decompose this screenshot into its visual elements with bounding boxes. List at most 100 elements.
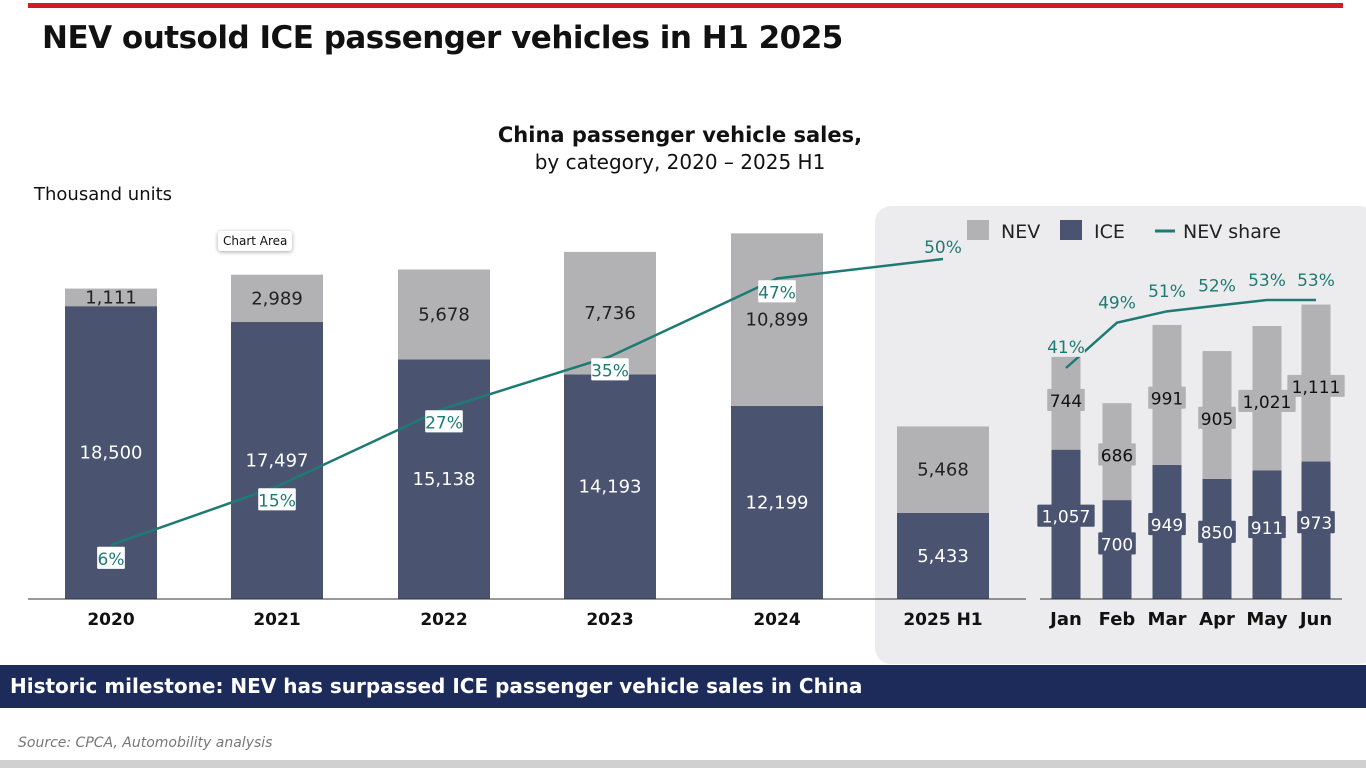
share-label-2022: 27%: [425, 413, 463, 433]
share-label-2021-bg: [258, 488, 296, 511]
month-share-label-Feb: 49%: [1098, 293, 1136, 313]
month-nev-label-Jun-bg: [1287, 374, 1345, 397]
legend-label-ice: ICE: [1094, 221, 1125, 243]
month-share-label-Jun: 53%: [1297, 271, 1335, 291]
bar-ice-2025 H1: [897, 512, 989, 599]
chart-subtitle: by category, 2020 – 2025 H1: [534, 150, 826, 174]
month-share-label-Jun-bg: [1297, 267, 1335, 290]
bar-nev-label-2020: 1,111: [85, 287, 137, 308]
x-tick-2021: 2021: [253, 610, 300, 630]
month-share-label-Jan-bg: [1047, 334, 1085, 357]
share-label-2022-bg: [425, 410, 463, 433]
month-nev-label-Jan-bg: [1047, 388, 1085, 411]
bar-nev-2023: [564, 251, 656, 375]
month-share-label-Feb-bg: [1098, 290, 1136, 313]
banner-text: Historic milestone: NEV has surpassed IC…: [10, 674, 863, 698]
month-share-label-May: 53%: [1248, 271, 1286, 291]
legend-swatch-ice: [1060, 220, 1082, 240]
milestone-banner: Historic milestone: NEV has surpassed IC…: [0, 665, 1366, 708]
month-nev-label-Jan: 744: [1050, 392, 1082, 412]
share-label-2025 H1-bg: [924, 234, 962, 257]
month-ice-label-Mar: 949: [1151, 516, 1183, 536]
month-nev-label-May: 1,021: [1243, 393, 1292, 413]
month-ice-label-Jun: 973: [1300, 514, 1332, 534]
accent-rule: [28, 3, 1343, 8]
x-tick-2020: 2020: [87, 610, 134, 630]
bar-nev-2024: [731, 233, 823, 406]
month-ice-label-May-bg: [1248, 515, 1286, 539]
legend-label-nev: NEV: [1001, 221, 1040, 243]
bar-ice-2024: [731, 405, 823, 599]
month-ice-label-Mar-bg: [1148, 513, 1186, 536]
x-tick-2024: 2024: [753, 610, 800, 630]
x-tick-2022: 2022: [420, 610, 467, 630]
bar-nev-label-2021: 2,989: [251, 288, 303, 309]
month-nev-label-Mar: 991: [1151, 390, 1183, 410]
bar-nev-label-2022: 5,678: [418, 304, 470, 325]
bar-nev-2020: [65, 288, 157, 307]
nev-share-line-annual: [110, 257, 944, 547]
month-share-label-Mar-bg: [1148, 279, 1186, 302]
share-label-2024: 47%: [758, 283, 796, 303]
bar-ice-2023: [564, 374, 656, 599]
source-note: Source: CPCA, Automobility analysis: [18, 735, 273, 751]
legend-swatch-nev: [967, 220, 989, 240]
bar-ice-label-2024: 12,199: [746, 492, 809, 513]
month-ice-label-May: 911: [1251, 519, 1283, 539]
bar-ice-label-2025 H1: 5,433: [917, 546, 969, 567]
month-nev-label-Apr-bg: [1198, 406, 1236, 429]
month-nev-label-Jun: 1,111: [1292, 378, 1341, 398]
x-tick-May: May: [1246, 609, 1288, 630]
month-nev-label-Feb: 686: [1101, 446, 1133, 466]
bar-ice-label-2021: 17,497: [246, 451, 309, 472]
month-share-label-Apr: 52%: [1198, 276, 1236, 296]
x-tick-Jan: Jan: [1048, 609, 1082, 630]
share-label-2024-bg: [758, 280, 796, 303]
month-nev-label-Feb-bg: [1098, 443, 1136, 466]
month-ice-label-Feb-bg: [1098, 532, 1136, 555]
nev-share-line-monthly: [1065, 298, 1316, 369]
month-nev-label-May-bg: [1238, 389, 1296, 413]
month-ice-label-Jan: 1,057: [1042, 508, 1091, 528]
month-share-label-May-bg: [1248, 267, 1286, 290]
share-label-2020: 6%: [98, 550, 125, 570]
month-ice-label-Jun-bg: [1297, 511, 1335, 534]
x-tick-2025 H1: 2025 H1: [903, 610, 982, 630]
x-tick-Mar: Mar: [1148, 609, 1187, 630]
x-tick-2023: 2023: [586, 610, 633, 630]
legend-label-nev-share: NEV share: [1183, 221, 1281, 243]
bar-ice-label-2020: 18,500: [80, 443, 143, 464]
bar-nev-label-2024: 10,899: [746, 310, 809, 331]
month-ice-label-Apr-bg: [1198, 520, 1236, 543]
bar-nev-2021: [231, 274, 323, 323]
month-share-label-Mar: 51%: [1148, 282, 1186, 302]
share-label-2023: 35%: [591, 361, 629, 381]
bar-nev-label-2025 H1: 5,468: [917, 460, 969, 481]
bottom-rule: [0, 760, 1366, 768]
chart-title-block: China passenger vehicle sales, by catego…: [430, 123, 930, 174]
chart-area-tooltip: Chart Area: [218, 231, 293, 251]
month-ice-label-Feb: 700: [1101, 535, 1133, 555]
month-share-label-Jan: 41%: [1047, 338, 1085, 358]
x-tick-Jun: Jun: [1298, 609, 1332, 630]
month-ice-label-Jan-bg: [1037, 504, 1095, 527]
month-nev-label-Mar-bg: [1148, 386, 1186, 409]
x-tick-Apr: Apr: [1199, 609, 1235, 630]
bar-nev-2025 H1: [897, 426, 989, 513]
month-ice-label-Apr: 850: [1201, 524, 1233, 544]
share-label-2021: 15%: [258, 491, 296, 511]
bar-ice-label-2023: 14,193: [579, 477, 642, 498]
share-label-2025 H1: 50%: [924, 238, 962, 258]
bar-ice-2021: [231, 322, 323, 599]
share-label-2020-bg: [97, 546, 125, 569]
page-title: NEV outsold ICE passenger vehicles in H1…: [42, 20, 843, 56]
share-label-2023-bg: [591, 358, 629, 381]
month-share-label-Apr-bg: [1198, 273, 1236, 296]
y-axis-unit-label: Thousand units: [34, 184, 173, 205]
bar-nev-2022: [398, 269, 490, 360]
chart-title: China passenger vehicle sales,: [497, 123, 863, 147]
bar-ice-label-2022: 15,138: [413, 469, 476, 490]
month-nev-label-Apr: 905: [1201, 410, 1233, 430]
x-tick-Feb: Feb: [1099, 609, 1136, 630]
sales-chart[interactable]: 18,500 1,111 2020 17,497 2,989 2021 15,138 5,67…: [0, 0, 1366, 665]
